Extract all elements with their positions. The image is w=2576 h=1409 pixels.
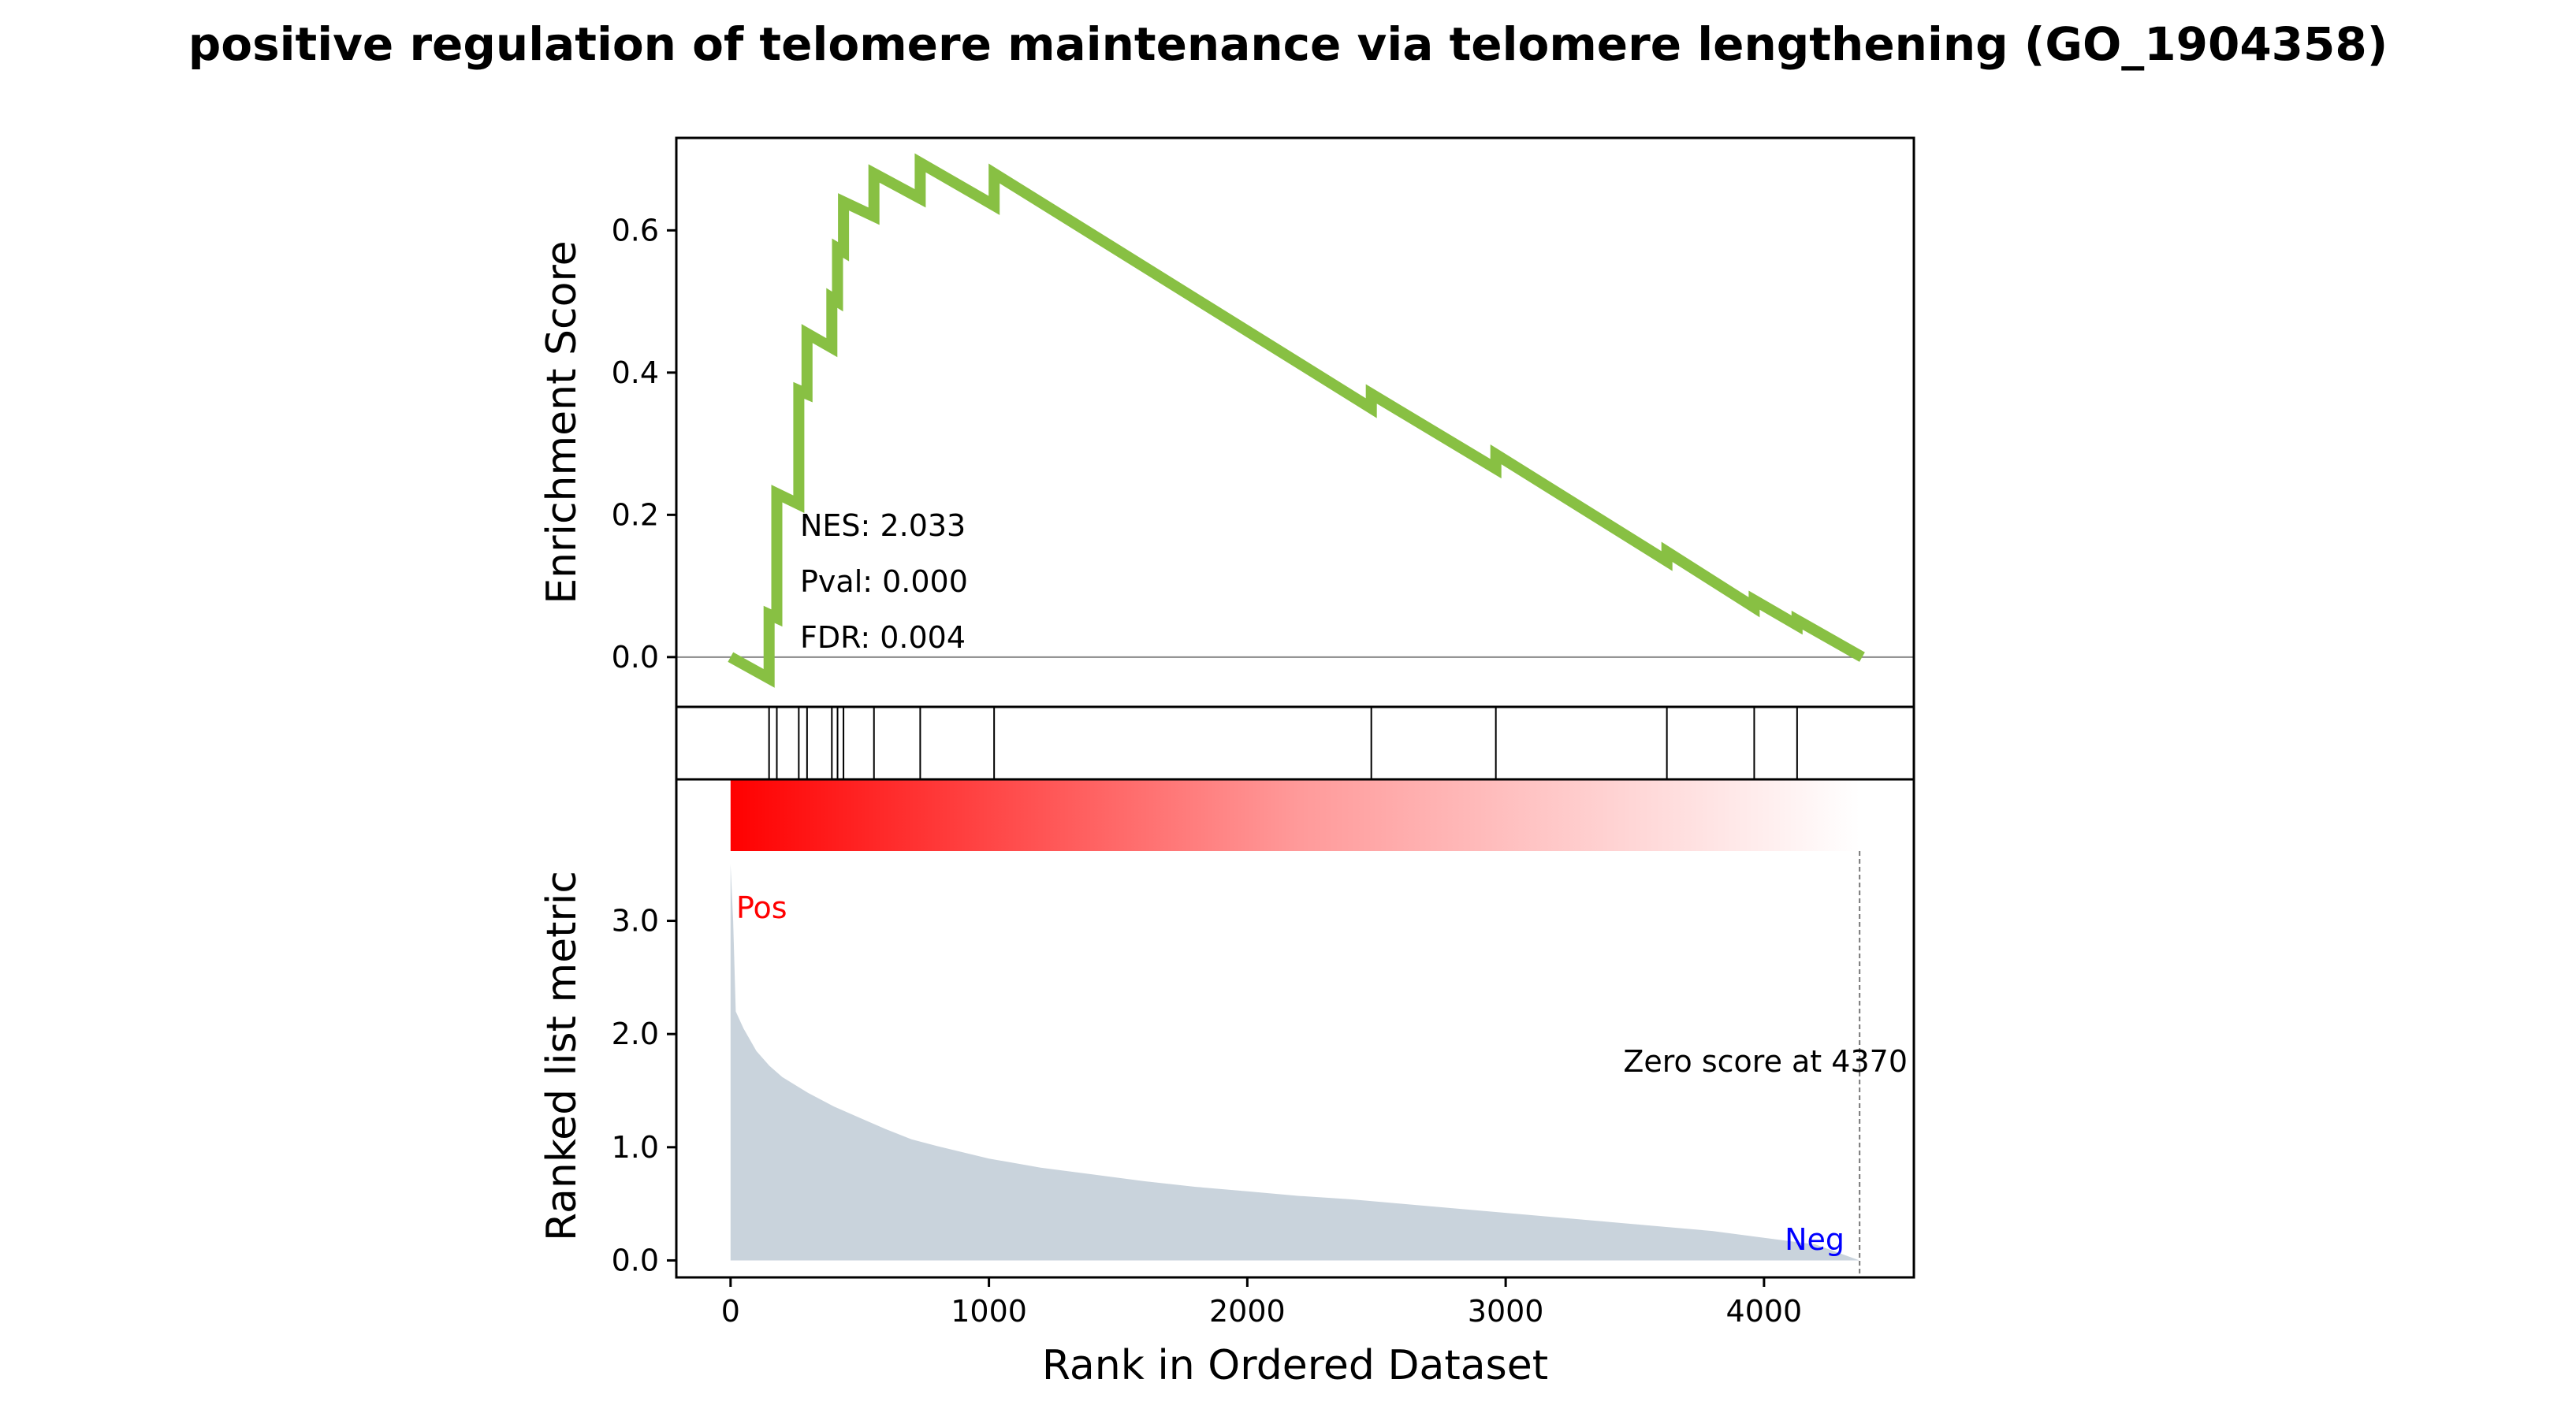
- x-tick-label: 4000: [1726, 1294, 1803, 1329]
- enrichment-y-tick-label: 0.2: [612, 497, 659, 532]
- x-tick-label: 0: [721, 1294, 740, 1329]
- neg-label: Neg: [1785, 1222, 1845, 1257]
- hits-frame: [675, 705, 1915, 781]
- enrichment-y-ticks: 0.0 0.2 0.4 0.6: [612, 213, 676, 675]
- ranked-metric-y-tick-label: 1.0: [612, 1130, 659, 1165]
- enrichment-y-tick-label: 0.6: [612, 213, 659, 247]
- hit-lines: [768, 707, 1798, 779]
- nes-annotation: NES: 2.033: [800, 508, 966, 543]
- x-tick-label: 2000: [1209, 1294, 1286, 1329]
- zero-score-label: Zero score at 4370: [1623, 1044, 1908, 1079]
- pos-label: Pos: [736, 890, 787, 925]
- x-axis-ticks: 0 1000 2000 3000 4000: [721, 1277, 1803, 1329]
- enrichment-y-label: Enrichment Score: [538, 240, 586, 604]
- enrichment-score-line: [728, 153, 1865, 688]
- rank-heatmap: [730, 779, 1860, 851]
- enrichment-y-tick-label: 0.0: [612, 640, 659, 675]
- fdr-annotation: FDR: 0.004: [800, 620, 966, 655]
- chart-title: positive regulation of telomere maintena…: [188, 17, 2388, 71]
- ranked-metric-panel: Pos Neg Zero score at 4370 0.01.02.03.0 …: [538, 778, 1915, 1279]
- ranked-metric-y-tick-label: 3.0: [612, 904, 659, 939]
- enrichment-panel: 0.0 0.2 0.4 0.6 NES: 2.033 Pval: 0.000 FDR:…: [538, 136, 1915, 708]
- x-axis-label: Rank in Ordered Dataset: [1042, 1342, 1548, 1389]
- x-tick-label: 3000: [1468, 1294, 1544, 1329]
- hits-panel: [675, 705, 1915, 781]
- enrichment-y-tick-label: 0.4: [612, 355, 659, 390]
- ranked-metric-area: [730, 864, 1860, 1261]
- x-tick-label: 1000: [951, 1294, 1027, 1329]
- pval-annotation: Pval: 0.000: [800, 564, 968, 599]
- ranked-metric-y-label: Ranked list metric: [538, 871, 586, 1241]
- ranked-metric-y-tick-label: 0.0: [612, 1243, 659, 1277]
- ranked-metric-y-tick-label: 2.0: [612, 1017, 659, 1051]
- ranked-metric-y-ticks: 0.0 1.0 2.0 3.0: [612, 904, 676, 1277]
- ranked-metric-frame: [675, 778, 1915, 1279]
